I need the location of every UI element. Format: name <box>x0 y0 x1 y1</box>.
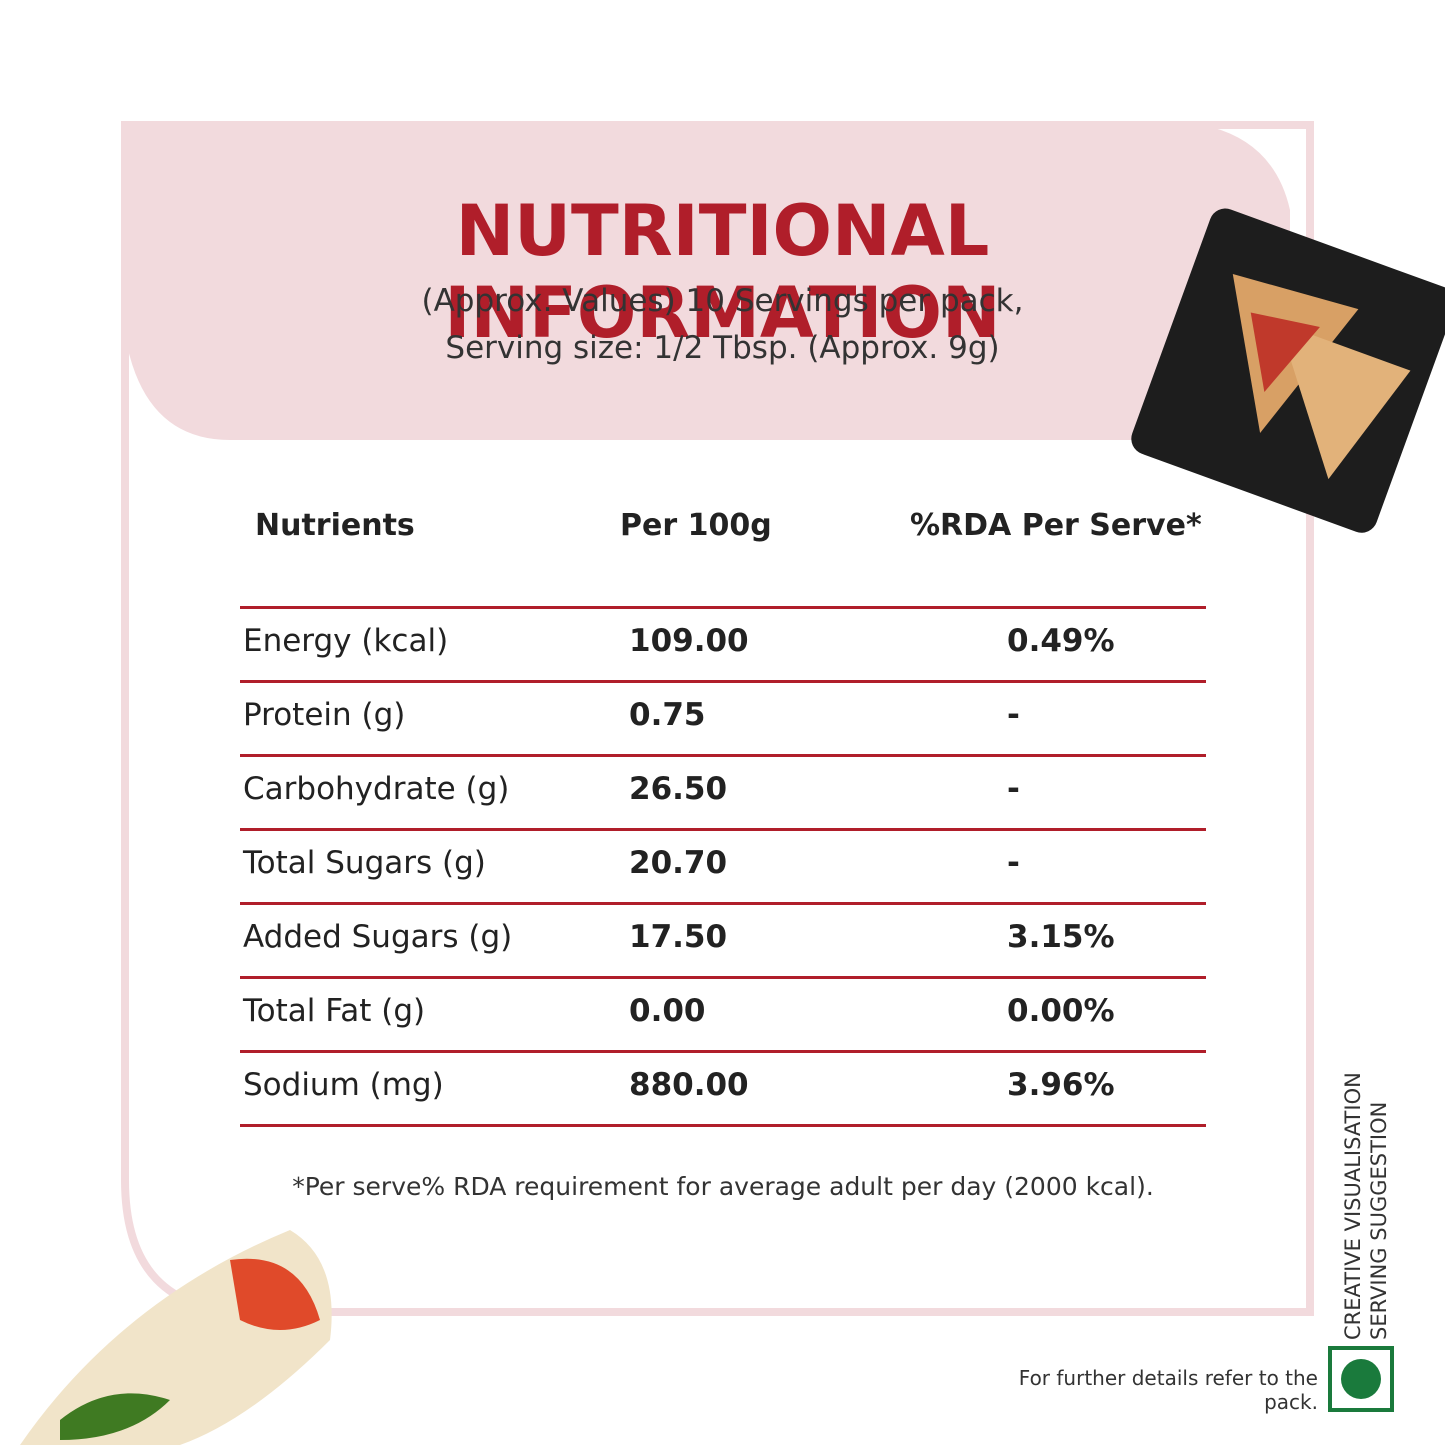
cell: 26.50 <box>629 771 728 807</box>
cell: Sodium (mg) <box>243 1067 444 1103</box>
cell: - <box>1007 845 1020 881</box>
cell: 17.50 <box>629 919 728 955</box>
cell: 20.70 <box>629 845 728 881</box>
table-row: Carbohydrate (g) 26.50 - <box>240 757 1206 831</box>
cell: Protein (g) <box>243 697 406 733</box>
cell: Carbohydrate (g) <box>243 771 510 807</box>
cell: 0.00 <box>629 993 706 1029</box>
title: NUTRITIONAL INFORMATION <box>444 190 1001 354</box>
column-header: Nutrients <box>255 508 415 543</box>
cell: Energy (kcal) <box>243 623 449 659</box>
cell: 880.00 <box>629 1067 749 1103</box>
table: Nutrients Per 100g %RDA Per Serve* Energy (… <box>240 500 1206 1127</box>
pack-note: For further details refer to the pack. <box>1018 1366 1318 1414</box>
table-row: Total Sugars (g) 20.70 - <box>240 831 1206 905</box>
cell: 109.00 <box>629 623 749 659</box>
header-row: Nutrients Per 100g %RDA Per Serve* <box>240 500 1206 609</box>
cell: 0.75 <box>629 697 706 733</box>
cell: 0.00% <box>1007 993 1115 1029</box>
cell: 3.15% <box>1007 919 1115 955</box>
cell: Added Sugars (g) <box>243 919 513 955</box>
side-line: SERVING SUGGESTION <box>1367 1101 1391 1340</box>
cell: Total Sugars (g) <box>243 845 486 881</box>
table-row: Protein (g) 0.75 - <box>240 683 1206 757</box>
table-row: Added Sugars (g) 17.50 3.15% <box>240 905 1206 979</box>
table-row: Total Fat (g) 0.00 0.00% <box>240 979 1206 1053</box>
column-header: %RDA Per Serve* <box>910 508 1202 543</box>
table-row: Energy (kcal) 109.00 0.49% <box>240 609 1206 683</box>
footnote: *Per serve% RDA requirement for average … <box>292 1172 1154 1201</box>
cell: - <box>1007 697 1020 733</box>
cell: 3.96% <box>1007 1067 1115 1103</box>
table-row: Sodium (mg) 880.00 3.96% <box>240 1053 1206 1127</box>
subtitle: Serving size: 1/2 Tbsp. (Approx. 9g) <box>445 330 1000 366</box>
cell: 0.49% <box>1007 623 1115 659</box>
side-text: CREATIVE VISUALISATION SERVING SUGGESTION <box>1340 1072 1392 1340</box>
subtitle: (Approx. Values) 10 Servings per pack, <box>421 283 1024 319</box>
cell: Total Fat (g) <box>243 993 426 1029</box>
side-line: CREATIVE VISUALISATION <box>1341 1072 1365 1340</box>
cell: - <box>1007 771 1020 807</box>
column-header: Per 100g <box>620 508 772 543</box>
